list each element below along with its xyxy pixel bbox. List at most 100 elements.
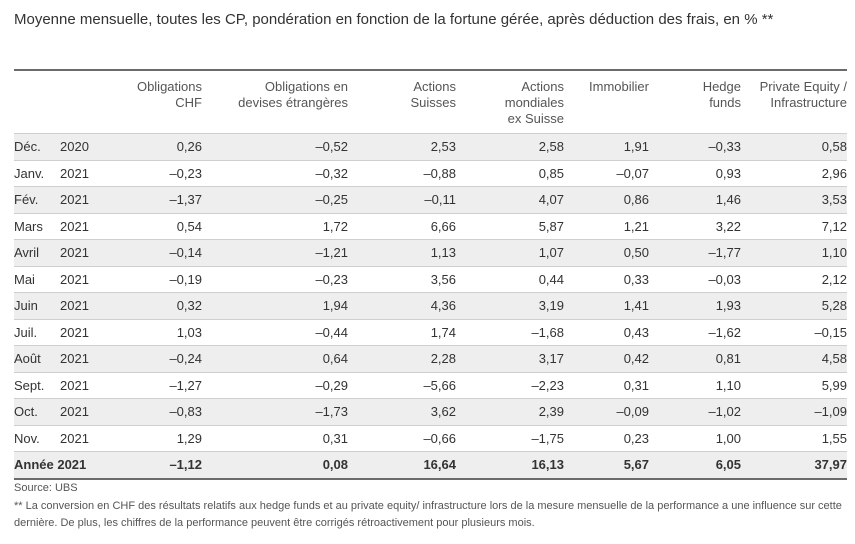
total-value: 16,13: [456, 451, 564, 480]
row-value: 1,29: [105, 424, 202, 452]
row-value: 4,07: [456, 186, 564, 213]
row-value: 1,91: [564, 133, 649, 160]
row-value: 0,64: [202, 345, 348, 372]
row-value: 1,74: [348, 318, 456, 346]
row-year: 2021: [60, 292, 105, 319]
row-value: –1,37: [105, 186, 202, 213]
total-value: 37,97: [741, 451, 847, 480]
row-value: –0,33: [649, 133, 741, 160]
row-month: Mai: [14, 265, 60, 293]
total-value: –1,12: [105, 451, 202, 480]
row-value: 1,41: [564, 292, 649, 319]
row-month: Mars: [14, 212, 60, 240]
row-value: –0,29: [202, 371, 348, 399]
row-value: –0,83: [105, 398, 202, 425]
row-year: 2021: [60, 239, 105, 266]
total-row: Année 2021 –1,12 0,08 16,64 16,13 5,67 6,05 37,…: [14, 451, 847, 480]
row-month: Nov.: [14, 424, 60, 452]
row-value: 0,31: [564, 371, 649, 399]
row-value: –0,25: [202, 186, 348, 213]
row-value: –1,75: [456, 424, 564, 452]
row-value: 2,96: [741, 159, 847, 187]
row-value: 0,23: [564, 424, 649, 452]
header-month: [14, 71, 60, 134]
total-value: 16,64: [348, 451, 456, 480]
row-value: 1,46: [649, 186, 741, 213]
row-value: 0,54: [105, 212, 202, 240]
header-cell: Obligations CHF: [136, 79, 202, 110]
row-value: 0,50: [564, 239, 649, 266]
row-value: 4,58: [741, 345, 847, 372]
row-value: –1,09: [741, 398, 847, 425]
row-month: Août: [14, 345, 60, 372]
row-value: –0,52: [202, 133, 348, 160]
row-value: –0,07: [564, 159, 649, 187]
row-value: –0,14: [105, 239, 202, 266]
page-title: Moyenne mensuelle, toutes les CP, pondér…: [14, 11, 774, 28]
row-value: 5,99: [741, 371, 847, 399]
row-month: Janv.: [14, 159, 60, 187]
row-value: 3,62: [348, 398, 456, 425]
row-value: 0,33: [564, 265, 649, 293]
row-value: 1,03: [105, 318, 202, 346]
row-year: 2021: [60, 159, 105, 187]
row-value: 2,58: [456, 133, 564, 160]
row-value: –0,24: [105, 345, 202, 372]
row-value: 0,81: [649, 345, 741, 372]
header-cell: Private Equity / Infrastructure: [759, 79, 847, 110]
table-row: Mars 2021 0,54 1,72 6,66 5,87 1,21 3,22 7,12: [14, 212, 847, 240]
table-row: Fév. 2021 –1,37 –0,25 –0,11 4,07 0,86 1,46 3,53: [14, 186, 847, 213]
header-cell: Obligations en devises étrangères: [238, 79, 348, 110]
row-value: 0,86: [564, 186, 649, 213]
row-year: 2021: [60, 265, 105, 293]
row-value: –0,32: [202, 159, 348, 187]
row-year: 2021: [60, 371, 105, 399]
row-value: 2,39: [456, 398, 564, 425]
row-year: 2020: [60, 133, 105, 160]
header-year: [60, 71, 105, 134]
source-note: Source: UBS: [14, 482, 78, 494]
row-value: –0,66: [348, 424, 456, 452]
row-value: –1,77: [649, 239, 741, 266]
row-value: 5,87: [456, 212, 564, 240]
row-value: 1,10: [741, 239, 847, 266]
table-row: Août 2021 –0,24 0,64 2,28 3,17 0,42 0,81 4,58: [14, 345, 847, 372]
row-year: 2021: [60, 318, 105, 346]
table-row: Oct. 2021 –0,83 –1,73 3,62 2,39 –0,09 –1,02 –1,0…: [14, 398, 847, 425]
row-value: 2,53: [348, 133, 456, 160]
table-row: Juin 2021 0,32 1,94 4,36 3,19 1,41 1,93 5,28: [14, 292, 847, 319]
table-row: Avril 2021 –0,14 –1,21 1,13 1,07 0,50 –1,77 1,10: [14, 239, 847, 266]
row-value: –0,11: [348, 186, 456, 213]
row-value: 3,17: [456, 345, 564, 372]
row-month: Juil.: [14, 318, 60, 346]
table-row: Déc. 2020 0,26 –0,52 2,53 2,58 1,91 –0,33 0,58: [14, 133, 847, 160]
row-value: –5,66: [348, 371, 456, 399]
row-value: 1,10: [649, 371, 741, 399]
table-row: Mai 2021 –0,19 –0,23 3,56 0,44 0,33 –0,03 2,12: [14, 265, 847, 293]
row-value: 3,19: [456, 292, 564, 319]
row-year: 2021: [60, 424, 105, 452]
row-value: 1,13: [348, 239, 456, 266]
header-cell: Hedge funds: [702, 79, 741, 110]
row-month: Fév.: [14, 186, 60, 213]
row-value: 1,07: [456, 239, 564, 266]
row-value: –1,68: [456, 318, 564, 346]
total-label: Année 2021: [14, 451, 105, 480]
footnote: ** La conversion en CHF des résultats re…: [14, 500, 842, 529]
row-month: Sept.: [14, 371, 60, 399]
row-year: 2021: [60, 212, 105, 240]
table-row: Nov. 2021 1,29 0,31 –0,66 –1,75 0,23 1,00 1,55: [14, 424, 847, 452]
row-value: –1,62: [649, 318, 741, 346]
row-year: 2021: [60, 398, 105, 425]
row-value: 0,85: [456, 159, 564, 187]
header-cell: Immobilier: [589, 79, 649, 94]
table-header-row: Obligations CHF Obligations en devises étr…: [14, 71, 847, 134]
performance-table: Obligations CHF Obligations en devises étr…: [14, 69, 847, 480]
row-value: –0,09: [564, 398, 649, 425]
total-value: 5,67: [564, 451, 649, 480]
row-value: 3,56: [348, 265, 456, 293]
header-cell: Actions mondiales ex Suisse: [504, 79, 564, 126]
row-value: 0,42: [564, 345, 649, 372]
row-value: –1,21: [202, 239, 348, 266]
row-value: 3,53: [741, 186, 847, 213]
